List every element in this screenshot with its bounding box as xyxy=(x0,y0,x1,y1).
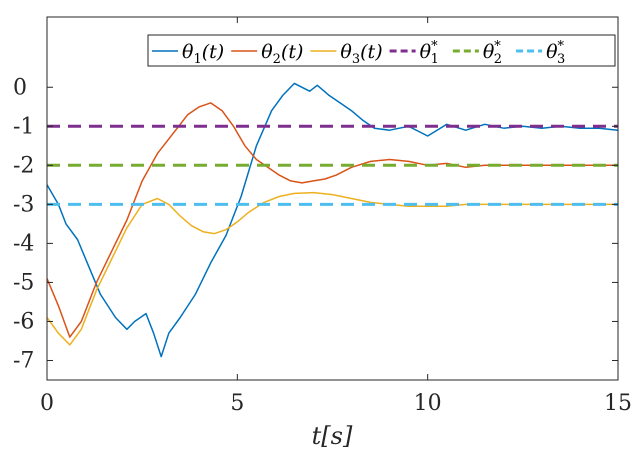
x-tick-label: 10 xyxy=(414,391,442,416)
y-tick-label: -6 xyxy=(13,309,34,334)
series-line-1 xyxy=(47,82,618,358)
x-tick-label: 0 xyxy=(40,391,54,416)
legend-label-4: θ* 1 xyxy=(420,39,439,67)
y-tick-label: 0 xyxy=(13,75,27,100)
y-tick-label: -7 xyxy=(13,348,34,373)
legend-label-6: θ* 3 xyxy=(546,39,565,67)
legend-box xyxy=(147,34,616,67)
y-tick-label: -3 xyxy=(13,192,34,217)
series-line-3 xyxy=(47,191,618,346)
y-tick-label: -2 xyxy=(13,153,34,178)
x-tick-label: 15 xyxy=(604,391,632,416)
legend-label-3: θ3(t) xyxy=(340,41,382,67)
x-axis-title: t[s] xyxy=(312,422,353,450)
legend-label-1: θ1(t) xyxy=(182,41,224,67)
legend-label-5: θ* 2 xyxy=(483,39,502,67)
y-tick-label: -1 xyxy=(13,114,34,139)
axes-box xyxy=(46,16,619,381)
y-tick-label: -5 xyxy=(13,270,34,295)
plot-area xyxy=(47,17,618,380)
x-tick-label: 5 xyxy=(230,391,244,416)
legend-label-2: θ2(t) xyxy=(261,41,303,67)
y-tick-label: -4 xyxy=(13,231,34,256)
